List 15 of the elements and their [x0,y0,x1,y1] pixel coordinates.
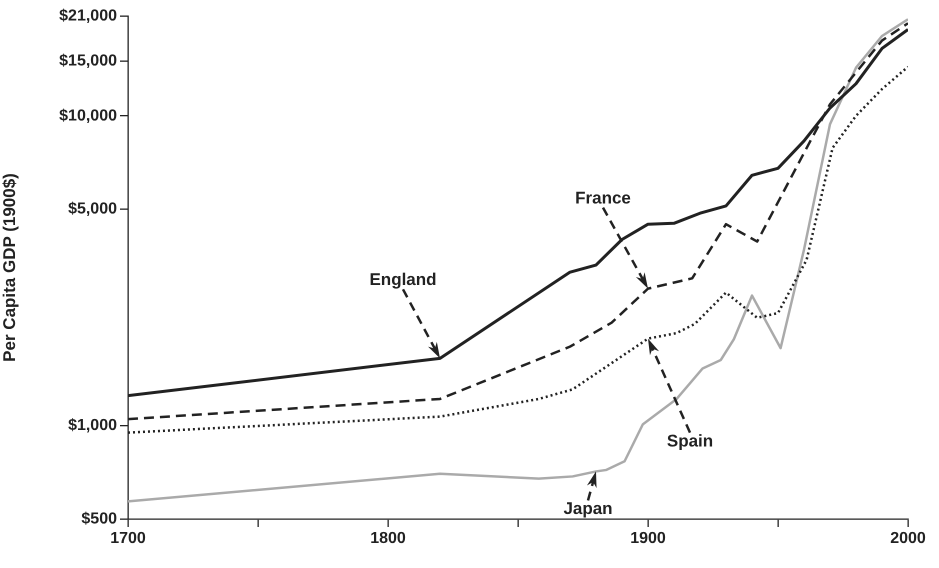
annotation: England [369,270,437,290]
annotation: Japan [563,499,613,518]
x-tick-label: 1700 [110,530,146,548]
annotation: Spain [666,431,714,450]
y-tick-label: $500 [81,510,118,528]
x-tick-label: 2000 [890,530,926,548]
y-axis-title: Per Capita GDP (1900$) [0,173,19,362]
y-tick-label: $1,000 [68,417,118,434]
y-tick-label: $5,000 [68,200,118,218]
y-tick-label: $10,000 [59,107,118,124]
annotation: France [575,188,631,208]
y-tick-label: $15,000 [59,52,118,70]
x-tick-label: 1800 [370,530,406,548]
y-tick-label: $21,000 [59,7,118,24]
x-tick-label: 1900 [630,530,666,548]
